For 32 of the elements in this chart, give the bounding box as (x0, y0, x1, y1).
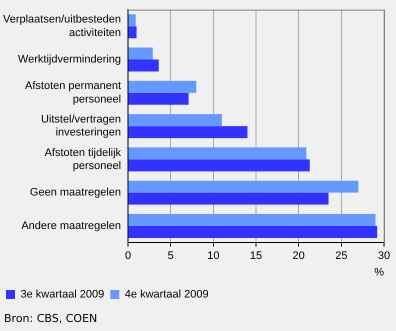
bar (128, 26, 137, 38)
bar (128, 60, 159, 72)
y-tick-label: Werktijdvermindering (18, 54, 122, 66)
bar (128, 80, 196, 93)
bar (128, 180, 358, 193)
bar (128, 159, 310, 172)
x-tick-label: 5 (168, 250, 174, 262)
bar (128, 147, 306, 160)
bar (128, 214, 376, 226)
y-tick-label: Uitstel/vertragen investeringen (40, 114, 122, 139)
y-tick-label: Afstoten permanent personeel (25, 80, 122, 106)
text: Bron: CBS, COEN (4, 312, 98, 325)
bar (128, 226, 378, 238)
bar (128, 92, 189, 105)
x-tick-label: 10 (207, 250, 220, 262)
x-tick-label: 0 (124, 250, 132, 262)
y-tick-label: Afstoten tijdelijk personeel (44, 146, 122, 172)
y-tick-label: Andere maatregelen (21, 220, 122, 232)
x-tick-label: 15 (250, 250, 262, 262)
bar (128, 114, 222, 126)
y-tick-label: Verplaatsen/uitbesteden activiteiten (2, 14, 122, 39)
bar (128, 14, 136, 26)
bar (128, 48, 153, 60)
x-tick-label: 30 (378, 250, 390, 262)
x-axis-title: % (374, 266, 384, 278)
y-tick-label: Geen maatregelen (30, 186, 122, 199)
bar (128, 192, 329, 205)
x-tick-label: 25 (335, 250, 348, 262)
bar (128, 126, 248, 138)
legend-label: 3e kwartaal 2009 (20, 288, 104, 301)
legend-label: 4e kwartaal 2009 (124, 288, 209, 301)
x-tick-label: 20 (292, 250, 305, 262)
